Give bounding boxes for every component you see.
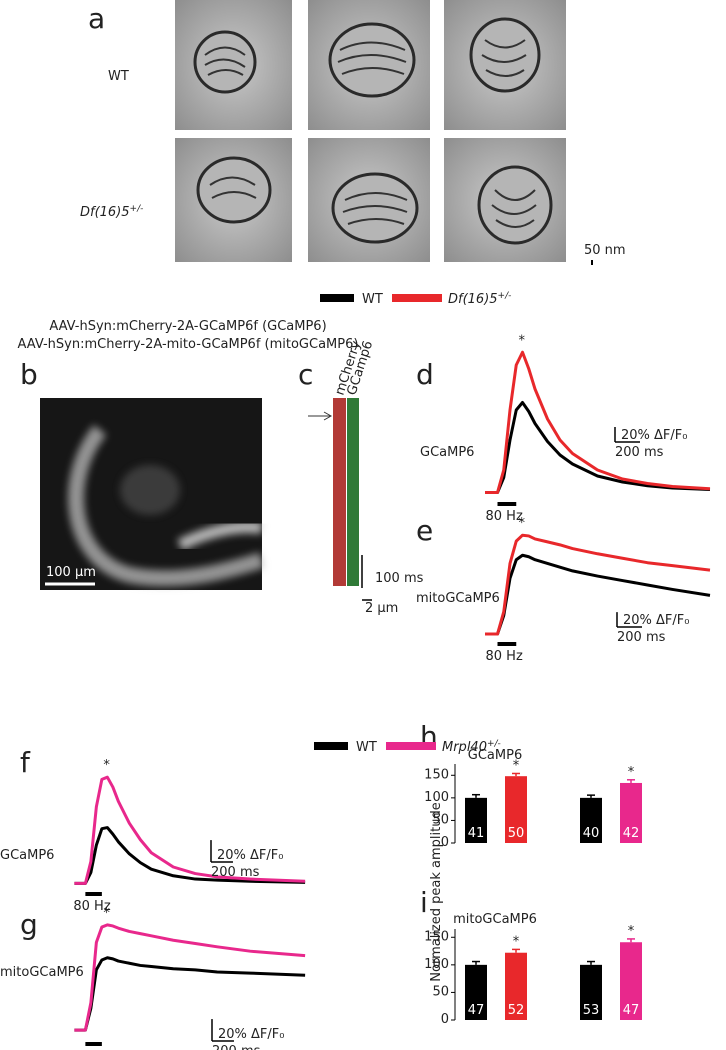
superscript: +/- xyxy=(498,291,512,301)
bar-count: 41 xyxy=(468,826,485,841)
stimulus-bar xyxy=(85,892,102,896)
label-text: Mrpl40 xyxy=(442,740,487,755)
y-tick-label: 0 xyxy=(441,835,449,850)
significance: * xyxy=(628,924,635,939)
significance: * xyxy=(519,516,526,531)
legend-label: Mrpl40+/- xyxy=(442,739,501,755)
panel-label: b xyxy=(20,358,38,391)
bar xyxy=(580,797,602,843)
confocal-image xyxy=(40,398,265,590)
trace xyxy=(74,826,306,885)
y-tick-label: 150 xyxy=(424,929,449,944)
construct-label: AAV-hSyn:mCherry-2A-GCaMP6f (GCaMP6) xyxy=(49,319,326,334)
significance: * xyxy=(513,934,520,949)
label-text: Df(16)5 xyxy=(448,292,498,307)
significance: * xyxy=(103,906,110,921)
scale-bar-label: 20% ΔF/F₀ xyxy=(623,613,689,628)
bar-count: 47 xyxy=(623,1003,640,1018)
label-text: Df(16)5 xyxy=(80,205,130,220)
scale-bar-label: 20% ΔF/F₀ xyxy=(621,428,687,443)
stimulus-label: 80 Hz xyxy=(486,649,523,664)
y-tick-label: 0 xyxy=(441,1012,449,1027)
bar xyxy=(505,952,527,1020)
bar-count: 42 xyxy=(623,826,640,841)
trace-label: GCaMP6 xyxy=(0,848,54,863)
scale-bar-label: 200 ms xyxy=(617,630,666,645)
y-tick-label: 50 xyxy=(432,812,449,827)
stimulus-bar xyxy=(497,642,517,646)
bar-count: 50 xyxy=(508,826,525,841)
trace-label: mitoGCaMP6 xyxy=(416,591,500,606)
panel-label: f xyxy=(20,746,31,779)
bar-count: 52 xyxy=(508,1003,525,1018)
trace xyxy=(485,350,711,494)
y-tick-label: 50 xyxy=(432,984,449,999)
trace xyxy=(485,533,711,636)
bar xyxy=(465,797,487,843)
trace xyxy=(74,956,306,1032)
y-axis-label: Normalized peak amplitude xyxy=(429,802,444,981)
scale-bar-label: 200 ms xyxy=(212,1044,261,1050)
trace xyxy=(74,775,306,885)
bar xyxy=(580,964,602,1020)
panel-label: i xyxy=(420,886,428,919)
scale-bar-label: 100 ms xyxy=(375,571,424,586)
significance: * xyxy=(519,333,526,348)
trace-label: mitoGCaMP6 xyxy=(0,965,84,980)
panel-label: c xyxy=(298,358,313,391)
linescan xyxy=(308,398,372,601)
scale-bar-label: 20% ΔF/F₀ xyxy=(218,1027,284,1042)
label-text: WT xyxy=(362,292,383,307)
stimulus-bar xyxy=(85,1042,102,1046)
legend-label: WT xyxy=(356,740,377,755)
bar-count: 47 xyxy=(468,1003,485,1018)
em-images xyxy=(175,0,566,262)
superscript: +/- xyxy=(130,204,144,214)
panel-label: a xyxy=(88,2,105,35)
scale-bar-label: 2 µm xyxy=(365,601,398,616)
bar xyxy=(620,942,642,1020)
bar-count: 40 xyxy=(583,826,600,841)
row-label: WT xyxy=(108,69,129,84)
row-label: Df(16)5+/- xyxy=(80,204,143,220)
bar xyxy=(465,964,487,1020)
bar-count: 53 xyxy=(583,1003,600,1018)
superscript: +/- xyxy=(487,739,501,749)
scale-bar-label: 100 µm xyxy=(46,565,96,580)
significance: * xyxy=(513,758,520,773)
panel-label: g xyxy=(20,908,38,941)
y-tick-label: 150 xyxy=(424,767,449,782)
significance: * xyxy=(628,765,635,780)
trace xyxy=(74,923,306,1032)
scale-bar-label: 200 ms xyxy=(615,445,664,460)
stimulus-label: 80 Hz xyxy=(73,899,110,914)
stimulus-bar xyxy=(497,502,517,506)
scale-bar-label: 50 nm xyxy=(584,243,626,258)
label-text: WT xyxy=(108,69,129,84)
bar xyxy=(505,776,527,843)
chart-title: GCaMP6 xyxy=(468,748,522,763)
trace xyxy=(485,401,711,494)
label-text: WT xyxy=(356,740,377,755)
panel-label: e xyxy=(416,514,433,547)
y-tick-label: 100 xyxy=(424,957,449,972)
bar xyxy=(620,782,642,843)
significance: * xyxy=(103,758,110,773)
scale-bar-label: 20% ΔF/F₀ xyxy=(217,848,283,863)
panel-label: d xyxy=(416,358,434,391)
trace-label: GCaMP6 xyxy=(420,445,474,460)
scale-bar-label: 200 ms xyxy=(211,865,260,880)
y-tick-label: 100 xyxy=(424,790,449,805)
legend-label: Df(16)5+/- xyxy=(448,291,511,307)
stimulus-label: 80 Hz xyxy=(486,509,523,524)
legend-label: WT xyxy=(362,292,383,307)
construct-label: AAV-hSyn:mCherry-2A-mito-GCaMP6f (mitoGC… xyxy=(18,337,359,352)
chart-title: mitoGCaMP6 xyxy=(453,912,537,927)
